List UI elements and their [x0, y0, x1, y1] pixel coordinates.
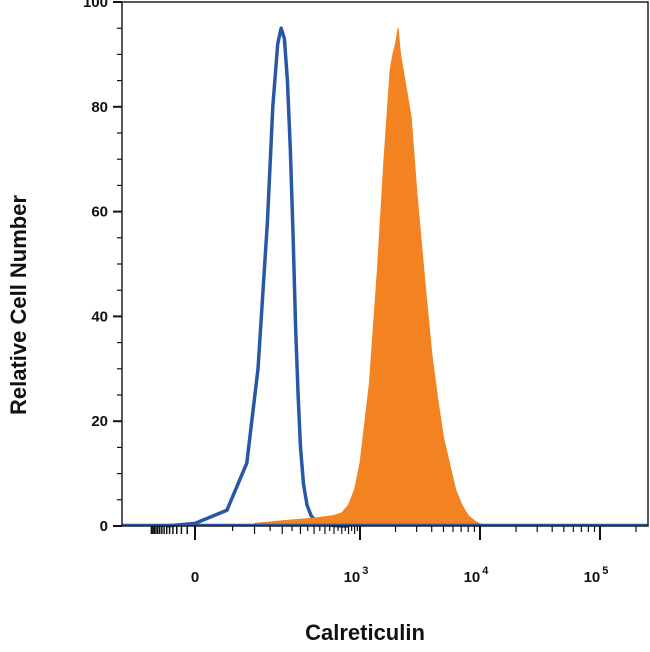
x-tick-label: 0 [191, 569, 199, 586]
y-tick-label: 40 [91, 308, 108, 325]
y-tick-label: 20 [91, 413, 108, 430]
y-tick-label: 0 [100, 518, 108, 535]
y-tick-label: 60 [91, 204, 108, 221]
plot-layer [166, 26, 488, 528]
y-axis-title: Relative Cell Number [6, 195, 31, 416]
label-layer: 0 20 40 60 80 100 0 10 3 10 4 10 5 [83, 0, 608, 586]
y-tick-label: 80 [91, 99, 108, 116]
x-tick-label: 10 3 [344, 565, 369, 586]
outline-histogram-series [166, 26, 349, 528]
filled-histogram-series [254, 28, 488, 527]
y-tick-label: 100 [83, 0, 108, 11]
x-tick-label: 10 4 [464, 565, 490, 586]
axis-layer [113, 1, 649, 540]
x-tick-label: 10 5 [584, 565, 609, 586]
x-axis-title: Calreticulin [305, 620, 425, 645]
